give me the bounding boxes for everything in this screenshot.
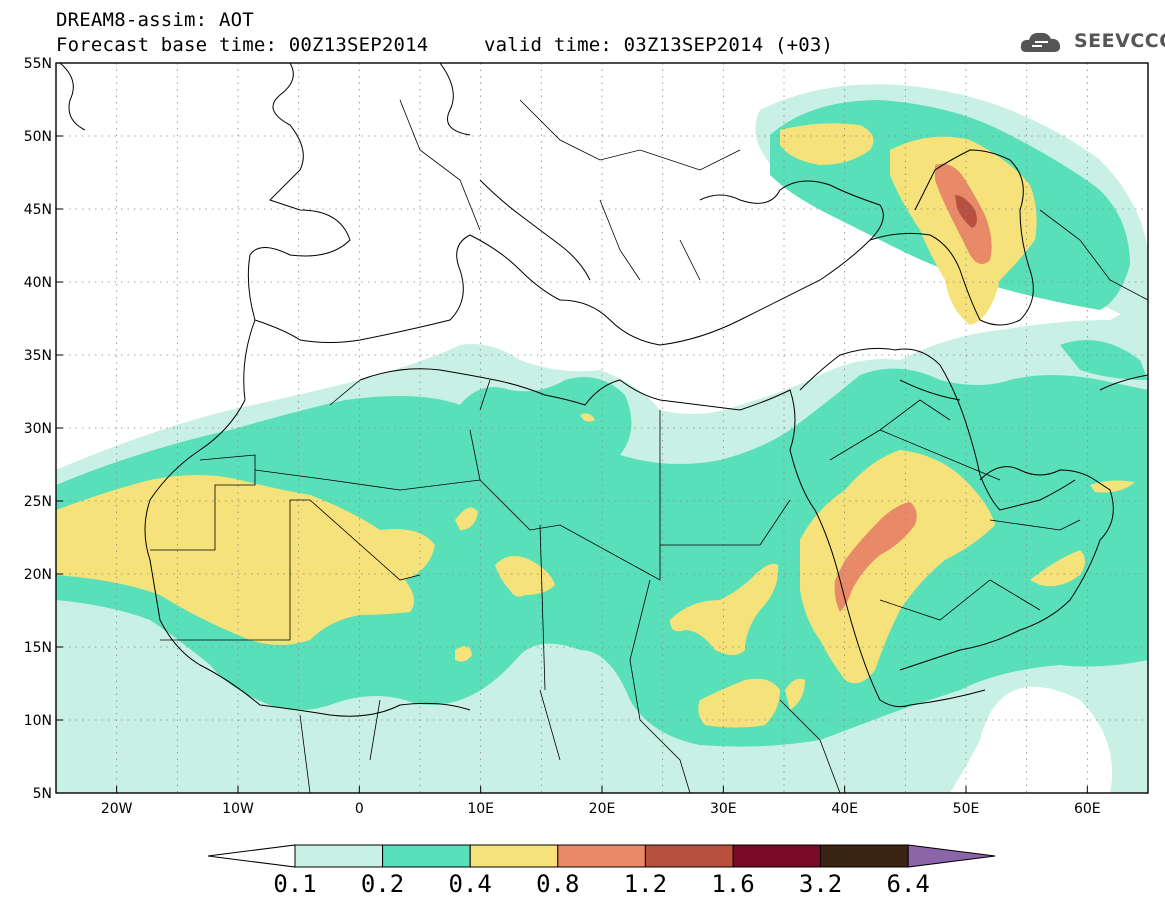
lat-tick-label: 25N	[24, 494, 52, 510]
country-borders	[150, 99, 1148, 793]
logo-text: SEEVCCC	[1074, 30, 1165, 52]
map-title: DREAM8-assim: AOT	[56, 9, 254, 31]
lat-tick-label: 55N	[24, 56, 52, 72]
colorbar-swatch	[644, 844, 734, 868]
lat-tick-label: 5N	[33, 786, 52, 802]
lat-tick-label: 20N	[24, 567, 52, 583]
colorbar-label: 0.2	[360, 870, 405, 898]
lon-tick-label: 0	[355, 801, 364, 817]
colorbar-label: 0.1	[273, 870, 317, 898]
lat-tick-label: 40N	[24, 275, 52, 291]
colorbar-label: 1.6	[711, 870, 755, 898]
lon-tick-label: 40E	[831, 801, 858, 817]
colorbar-swatch	[382, 844, 471, 868]
colorbar-swatch	[732, 844, 822, 868]
colorbar-label: 0.8	[536, 870, 580, 898]
lon-tick-label: 50E	[953, 801, 980, 817]
colorbar-label: 1.2	[623, 870, 668, 898]
colorbar-swatch	[294, 844, 384, 868]
lat-tick-label: 15N	[24, 640, 52, 656]
colorbar-swatch	[557, 844, 646, 868]
colorbar-label: 6.4	[886, 870, 930, 898]
lon-tick-label: 60E	[1074, 801, 1101, 817]
colorbar-lower-arrow	[207, 844, 296, 868]
valid-time: valid time: 03Z13SEP2014 (+03)	[484, 34, 834, 56]
lat-tick-label: 10N	[24, 713, 52, 729]
aot-level-1-2	[955, 195, 977, 228]
forecast-base-time: Forecast base time: 00Z13SEP2014	[56, 34, 429, 56]
colorbar-label: 3.2	[798, 870, 843, 898]
lat-axis: 55N 50N 45N 40N 35N 30N 25N 20N 15N 10N 5N	[24, 56, 63, 802]
colorbar-swatch	[820, 844, 909, 868]
lon-tick-label: 20E	[589, 801, 616, 817]
lon-tick-label: 10E	[467, 801, 494, 817]
lat-tick-label: 50N	[24, 129, 52, 145]
colorbar-swatch	[469, 844, 559, 868]
coastlines	[59, 63, 1148, 717]
lon-tick-label: 20W	[101, 801, 133, 817]
colorbar-label: 0.4	[448, 870, 492, 898]
graticule	[56, 63, 1148, 793]
lat-tick-label: 35N	[24, 348, 52, 364]
colorbar-upper-arrow	[907, 844, 996, 868]
lat-tick-label: 30N	[24, 421, 52, 437]
lat-tick-label: 45N	[24, 202, 52, 218]
colorbar	[207, 844, 996, 868]
aot-contours	[56, 63, 1148, 793]
lon-tick-label: 30E	[710, 801, 737, 817]
cloud-icon	[1020, 32, 1061, 52]
lon-axis: 20W 10W 0 10E 20E 30E 40E 50E 60E	[101, 786, 1101, 817]
lon-tick-label: 10W	[222, 801, 254, 817]
